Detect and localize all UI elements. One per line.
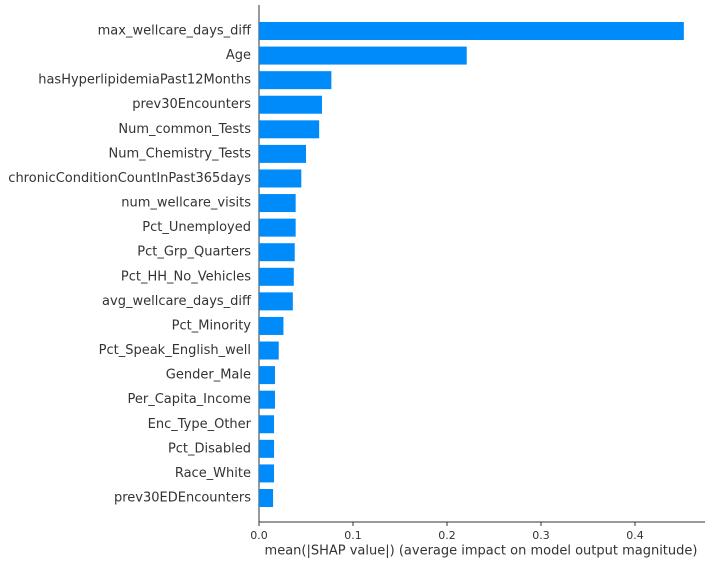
bar <box>259 341 279 360</box>
y-tick-label: Pct_Speak_English_well <box>99 343 251 358</box>
y-tick-label: Pct_Disabled <box>168 441 251 456</box>
x-tick-label: 0.4 <box>626 529 644 542</box>
y-tick-label: Pct_Minority <box>172 318 252 333</box>
x-tick-label: 0.3 <box>532 529 550 542</box>
bar <box>259 218 296 237</box>
x-axis-label: mean(|SHAP value|) (average impact on mo… <box>265 544 698 559</box>
bar <box>259 194 296 213</box>
y-tick-label: Age <box>226 48 251 63</box>
bar <box>259 316 284 335</box>
x-tick-label: 0.2 <box>438 529 456 542</box>
bar <box>259 71 332 90</box>
y-tick-label: Pct_Grp_Quarters <box>137 245 251 260</box>
bar <box>259 144 306 163</box>
bar <box>259 243 295 262</box>
y-tick-label: prev30EDEncounters <box>114 491 251 506</box>
y-tick-label: avg_wellcare_days_diff <box>102 294 252 309</box>
bar <box>259 22 684 40</box>
y-tick-label: prev30Encounters <box>132 97 251 112</box>
y-tick-label: Num_common_Tests <box>118 122 251 137</box>
y-tick-label: hasHyperlipidemiaPast12Months <box>38 73 251 88</box>
y-tick-label: Num_Chemistry_Tests <box>109 146 252 161</box>
bar <box>259 95 322 114</box>
bar <box>259 267 294 286</box>
x-tick-label: 0.0 <box>250 529 268 542</box>
bar <box>259 464 275 483</box>
y-tick-label: max_wellcare_days_diff <box>98 24 252 39</box>
y-tick-label: Enc_Type_Other <box>148 417 252 432</box>
y-tick-label: Per_Capita_Income <box>127 392 251 407</box>
y-tick-label: Pct_HH_No_Vehicles <box>121 269 251 284</box>
bar <box>259 415 275 434</box>
y-tick-label: Gender_Male <box>166 368 251 383</box>
y-tick-label: Race_White <box>175 466 251 481</box>
bar <box>259 169 302 188</box>
bar <box>259 489 274 507</box>
bar <box>259 120 320 139</box>
bar <box>259 390 275 409</box>
y-tick-label: chronicConditionCountInPast365days <box>8 171 251 186</box>
x-tick-label: 0.1 <box>344 529 362 542</box>
bar <box>259 292 293 311</box>
bar <box>259 46 467 65</box>
y-tick-label: Pct_Unemployed <box>142 220 251 235</box>
y-tick-label: num_wellcare_visits <box>121 196 251 211</box>
bar <box>259 366 275 385</box>
bar <box>259 439 275 458</box>
